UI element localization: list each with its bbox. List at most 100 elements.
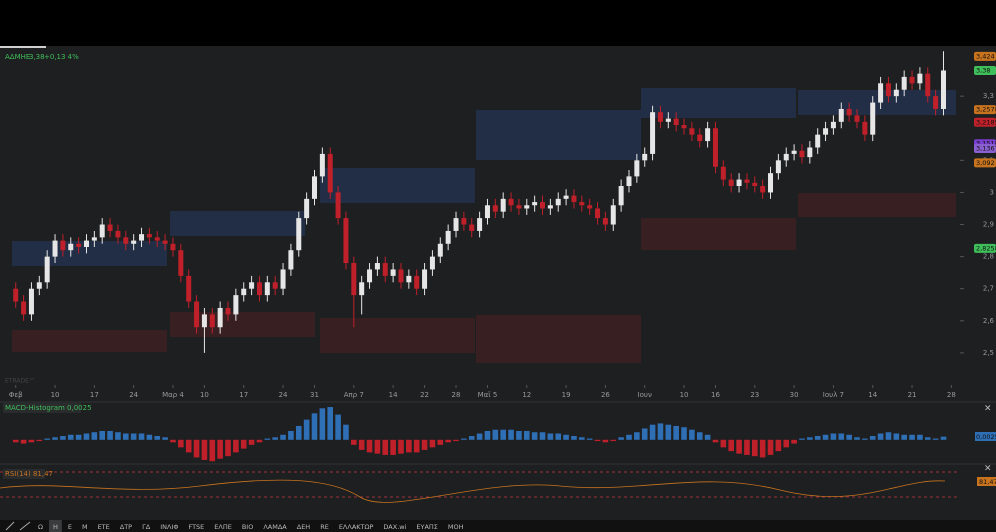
progress-strip bbox=[0, 46, 46, 48]
rsi-title: RSI(14) 81,47 bbox=[5, 470, 53, 478]
price-badge bbox=[974, 158, 996, 168]
histogram-bar bbox=[185, 439, 192, 453]
close-button[interactable]: × bbox=[984, 464, 992, 474]
histogram-bar bbox=[429, 439, 436, 448]
histogram-bar bbox=[288, 430, 294, 440]
close-button[interactable]: × bbox=[984, 404, 992, 414]
candle-body bbox=[453, 218, 459, 231]
candle-body bbox=[862, 121, 868, 135]
macd-title: MACD-Histogram 0,0025 bbox=[5, 404, 92, 412]
candle-body bbox=[170, 243, 176, 251]
supply-zone bbox=[798, 90, 956, 115]
x-tick-label: 23 bbox=[750, 391, 759, 399]
candle-body bbox=[878, 83, 884, 103]
rsi-title-box bbox=[3, 469, 45, 479]
candle-body bbox=[492, 205, 498, 212]
toolbar-item[interactable]: E bbox=[68, 523, 72, 531]
macd-title-box bbox=[3, 403, 81, 413]
candle-body bbox=[390, 269, 396, 276]
supply-zone bbox=[12, 241, 167, 266]
histogram-bar bbox=[791, 439, 797, 444]
candle-body bbox=[484, 205, 490, 219]
candle-body bbox=[768, 173, 774, 193]
toolbar-item[interactable]: ΓΔ bbox=[142, 523, 151, 531]
histogram-bar bbox=[280, 434, 286, 440]
candle-body bbox=[36, 282, 42, 289]
candle-body bbox=[162, 240, 168, 244]
histogram-bar bbox=[924, 437, 931, 440]
price-badge bbox=[974, 243, 996, 253]
x-tick-label: 10 bbox=[200, 391, 209, 399]
histogram-bar bbox=[500, 429, 506, 440]
candle-body bbox=[579, 202, 585, 206]
candle-body bbox=[217, 307, 223, 328]
histogram-bar bbox=[799, 438, 805, 440]
y-tick-label: 2,5 bbox=[983, 349, 994, 357]
candle-body bbox=[68, 243, 74, 251]
histogram-bar bbox=[807, 437, 813, 440]
histogram-bar bbox=[382, 439, 389, 455]
histogram-bar bbox=[618, 437, 624, 440]
x-tick-label: 12 bbox=[522, 391, 531, 399]
x-tick-label: 10 bbox=[680, 391, 689, 399]
tool-icon[interactable] bbox=[19, 521, 31, 531]
candle-body bbox=[500, 198, 506, 212]
candle-body bbox=[838, 108, 844, 122]
histogram-bar bbox=[115, 432, 121, 440]
histogram-bar bbox=[893, 433, 900, 440]
price-badge-label: 3,2185 bbox=[976, 118, 996, 126]
toolbar-item[interactable]: M bbox=[82, 523, 88, 531]
tool-icon[interactable] bbox=[5, 521, 15, 531]
histogram-bar bbox=[932, 438, 939, 440]
candle-body bbox=[626, 176, 632, 187]
histogram-bar bbox=[610, 439, 617, 442]
toolbar-item[interactable]: ΕΛΠΕ bbox=[214, 523, 232, 531]
x-tick-label: 26 bbox=[601, 391, 610, 399]
toolbar-item[interactable]: FTSE bbox=[188, 523, 204, 531]
histogram-bar bbox=[248, 439, 255, 445]
y-tick-label: 2,8 bbox=[983, 253, 994, 261]
histogram-bar bbox=[736, 439, 742, 454]
candle-body bbox=[83, 240, 89, 247]
candle-body bbox=[44, 256, 50, 283]
watermark: ETRADE™ bbox=[5, 378, 35, 385]
histogram-bar bbox=[201, 439, 208, 460]
toolbar-item[interactable]: ΕΥΑΠΣ bbox=[416, 523, 438, 531]
toolbar-item[interactable]: Ω bbox=[38, 523, 43, 531]
histogram-bar bbox=[626, 434, 632, 440]
toolbar-item[interactable]: ΔΕΗ bbox=[297, 523, 311, 531]
candle-body bbox=[540, 202, 546, 209]
candle-body bbox=[249, 282, 255, 289]
toolbar-item[interactable]: ΙΝΛΙΦ bbox=[160, 523, 178, 531]
toolbar-item[interactable]: ΕΛΛΑΚΤΩΡ bbox=[339, 523, 374, 531]
toolbar-item[interactable]: RE bbox=[320, 523, 329, 531]
candle-body bbox=[815, 134, 821, 148]
histogram-bar bbox=[107, 430, 113, 440]
histogram-bar bbox=[421, 439, 428, 450]
toolbar-item[interactable]: ΒΙΟ bbox=[242, 523, 254, 531]
candle-body bbox=[823, 128, 829, 135]
histogram-bar bbox=[822, 434, 829, 440]
toolbar-item[interactable]: ΔΤΡ bbox=[120, 523, 132, 531]
candle-body bbox=[398, 269, 404, 283]
toolbar-item[interactable]: DAX.wi bbox=[383, 523, 406, 531]
candle-body bbox=[940, 70, 946, 109]
histogram-bar bbox=[854, 437, 860, 440]
candle-body bbox=[933, 96, 939, 109]
histogram-bar bbox=[751, 439, 758, 457]
histogram-bar bbox=[744, 439, 750, 455]
toolbar-item[interactable]: ΜΟΗ bbox=[448, 523, 464, 531]
candle-body bbox=[587, 205, 593, 209]
candle-body bbox=[783, 153, 789, 161]
toolbar-item[interactable]: ΛΑΜΔΑ bbox=[263, 523, 287, 531]
toolbar-item[interactable]: H bbox=[53, 523, 58, 531]
histogram-bar bbox=[704, 434, 711, 440]
candle-body bbox=[508, 198, 514, 206]
toolbar-item[interactable]: ETE bbox=[98, 523, 110, 531]
histogram-bar bbox=[327, 407, 334, 440]
histogram-bar bbox=[901, 434, 907, 440]
candle-body bbox=[209, 314, 215, 328]
histogram-bar bbox=[759, 439, 766, 458]
histogram-bar bbox=[547, 433, 554, 440]
